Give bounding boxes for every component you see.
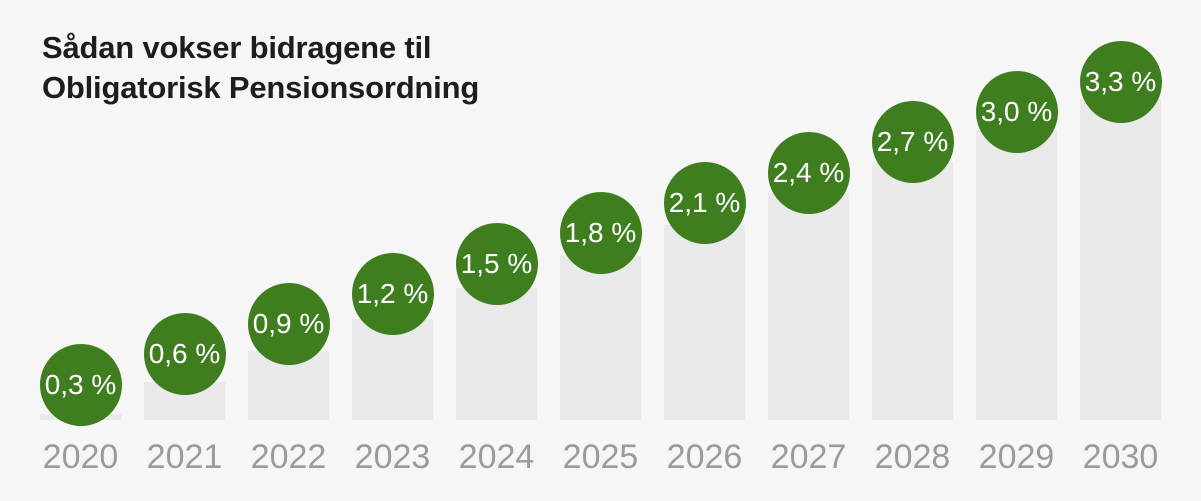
bar-2028 — [872, 161, 953, 420]
value-badge-2020: 0,3 % — [39, 343, 122, 426]
x-axis-label-2024: 2024 — [458, 438, 535, 476]
x-axis-label-2030: 2030 — [1082, 438, 1159, 476]
value-badge-2029: 3,0 % — [975, 71, 1058, 153]
value-badge-2026: 2,1 % — [663, 161, 746, 244]
bar-2027 — [768, 193, 849, 420]
bar-2024 — [456, 287, 537, 420]
value-badge-2030: 3,3 % — [1079, 40, 1162, 123]
bar-2025 — [560, 256, 641, 420]
x-axis-label-2023: 2023 — [354, 438, 431, 476]
value-badge-2028: 2,7 % — [871, 101, 954, 184]
value-badge-2022: 0,9 % — [247, 283, 330, 366]
value-badge-2021: 0,6 % — [143, 313, 226, 396]
bar-2030 — [1080, 98, 1161, 420]
x-axis-label-2026: 2026 — [666, 438, 743, 476]
value-badge-2025: 1,8 % — [559, 192, 642, 275]
x-axis-label-2020: 2020 — [42, 438, 119, 476]
x-axis-label-2021: 2021 — [146, 438, 223, 476]
bar-2023 — [352, 319, 433, 420]
chart-title-line2: Obligatorisk Pensionsordning — [42, 70, 480, 105]
value-badge-2024: 1,5 % — [455, 222, 538, 305]
value-badge-2027: 2,4 % — [767, 131, 850, 214]
x-axis-label-2028: 2028 — [874, 438, 951, 476]
bar-2029 — [976, 130, 1057, 420]
x-axis-label-2027: 2027 — [770, 438, 847, 476]
x-axis-label-2022: 2022 — [250, 438, 327, 476]
bar-2026 — [664, 224, 745, 420]
chart-title-line1: Sådan vokser bidragene til — [42, 30, 432, 65]
x-axis-label-2029: 2029 — [978, 438, 1055, 476]
value-badge-2023: 1,2 % — [351, 252, 434, 335]
chart-title: Sådan vokser bidragene til Obligatorisk … — [42, 28, 479, 108]
x-axis-label-2025: 2025 — [562, 438, 639, 476]
